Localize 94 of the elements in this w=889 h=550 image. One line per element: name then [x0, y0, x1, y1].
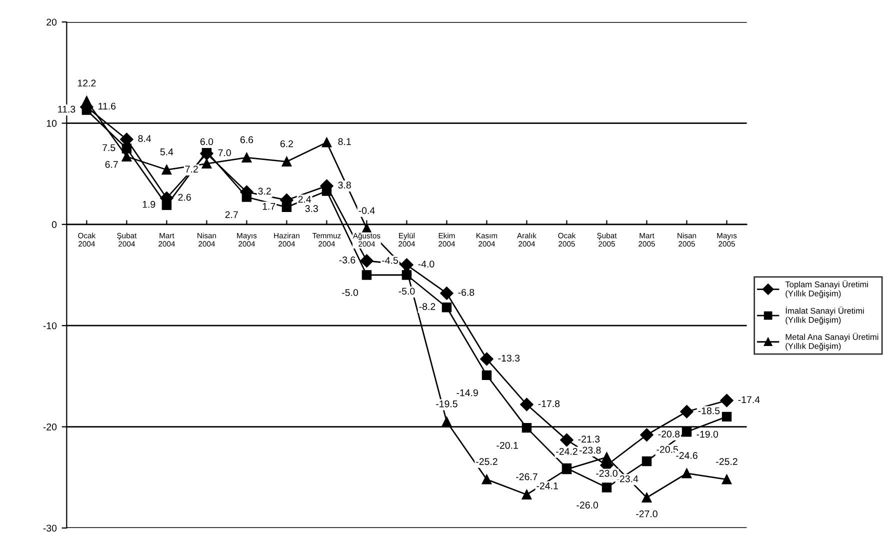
data-label: 2.7 — [225, 211, 238, 218]
point — [82, 96, 92, 106]
data-label: -13.3 — [498, 354, 520, 362]
point — [722, 412, 732, 422]
data-label: 8.4 — [138, 135, 152, 142]
data-label: 6.6 — [240, 136, 254, 144]
point — [360, 254, 374, 268]
data-label: 7.0 — [218, 149, 231, 156]
data-label: 2.4 — [298, 196, 312, 203]
data-label: 3.3 — [305, 205, 318, 212]
point — [440, 286, 454, 300]
data-label: 8.1 — [338, 138, 351, 146]
point — [682, 468, 692, 478]
data-label: -17.4 — [738, 396, 760, 403]
data-label: -8.2 — [419, 303, 436, 310]
point — [162, 164, 172, 175]
data-label: 7.5 — [102, 144, 116, 152]
data-label: -26.7 — [516, 473, 538, 480]
point — [122, 152, 132, 162]
data-label: -21.3 — [578, 436, 600, 443]
point — [602, 482, 612, 492]
data-label: 1.9 — [142, 200, 156, 208]
data-label: -19.5 — [436, 400, 458, 408]
data-label: -23.4 — [616, 475, 638, 482]
data-label: -26.0 — [576, 502, 598, 509]
data-label: -14.9 — [456, 389, 478, 396]
point — [682, 427, 692, 437]
data-label: -24.2 — [556, 448, 578, 455]
data-label: 11.3 — [58, 106, 76, 113]
point — [642, 456, 652, 466]
data-label: -25.2 — [476, 458, 498, 465]
data-label: 3.8 — [338, 182, 351, 189]
data-label: -3.6 — [339, 256, 356, 264]
point — [242, 152, 252, 162]
point — [282, 202, 292, 212]
data-label: -23.8 — [579, 446, 601, 454]
data-label: 1.7 — [262, 203, 276, 210]
point — [642, 492, 652, 502]
y-tick-label: -30 — [43, 524, 57, 532]
point — [520, 398, 534, 412]
data-label: 5.4 — [160, 148, 174, 156]
point — [442, 416, 452, 427]
data-label: -20.1 — [496, 442, 518, 449]
data-label: -19.0 — [696, 430, 718, 438]
point — [202, 158, 212, 169]
point — [482, 474, 492, 484]
point — [442, 302, 452, 312]
point — [282, 156, 292, 167]
data-label: 6.0 — [200, 138, 214, 146]
data-label: -0.4 — [358, 207, 375, 214]
data-label: 11.6 — [98, 102, 116, 110]
data-label: -27.0 — [636, 510, 658, 518]
data-label: -4.0 — [418, 260, 434, 268]
point — [680, 405, 694, 418]
point — [242, 192, 252, 202]
data-label: 6.2 — [280, 140, 293, 148]
data-label: -5.0 — [398, 288, 415, 295]
point — [722, 474, 732, 484]
point — [522, 490, 532, 500]
data-label: 3.2 — [258, 188, 271, 195]
data-label: -24.1 — [536, 482, 558, 490]
point — [640, 428, 654, 442]
data-label: 7.2 — [185, 166, 198, 172]
point — [162, 200, 172, 210]
point — [480, 352, 494, 366]
data-label: -23.0 — [596, 470, 618, 477]
data-label: -24.6 — [676, 452, 698, 459]
point — [560, 433, 574, 447]
data-label: -25.2 — [716, 458, 738, 465]
y-tick-label: 10 — [46, 120, 57, 127]
data-label: 2.6 — [178, 194, 191, 201]
y-tick-label: -20 — [43, 424, 57, 430]
data-label: -18.5 — [698, 407, 720, 414]
y-tick-label: 0 — [52, 221, 57, 228]
legend-label: Toplam Sanayi Üretimi (Yıllık Değişim) — [785, 280, 868, 298]
y-tick-label: -10 — [43, 322, 57, 330]
data-label: -6.8 — [458, 288, 474, 296]
point — [482, 370, 492, 380]
y-tick-label: 20 — [46, 18, 57, 26]
data-label: -17.8 — [538, 400, 560, 408]
point — [720, 394, 734, 408]
point — [122, 144, 132, 154]
point — [120, 132, 134, 146]
data-label: -5.0 — [342, 289, 358, 296]
legend-label: Metal Ana Sanayi Üretimi (Yıllık Değişim) — [786, 332, 878, 351]
data-label: 6.7 — [105, 161, 118, 168]
point — [322, 138, 332, 148]
point — [362, 270, 372, 280]
point — [322, 186, 332, 196]
point — [602, 452, 612, 462]
data-label: -20.8 — [658, 430, 680, 438]
legend-label: İmalat Sanayi Üretimi (Yıllık Değişim) — [786, 306, 864, 325]
data-label: 12.2 — [78, 80, 96, 86]
data-label: -4.5 — [382, 257, 398, 264]
